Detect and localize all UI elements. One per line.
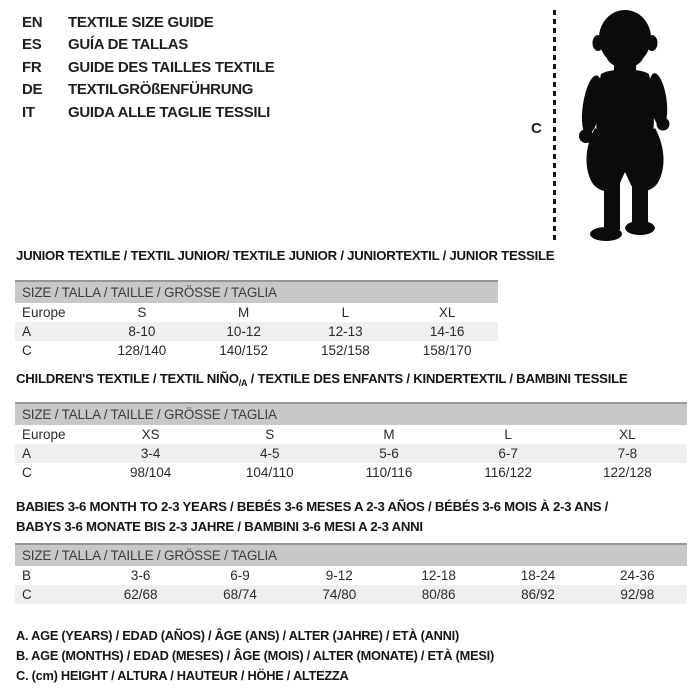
footnote-b: B. AGE (MONTHS) / EDAD (MESES) / ÂGE (MO…: [16, 648, 494, 663]
row-label: A: [15, 444, 91, 463]
cell: 152/158: [320, 343, 370, 358]
language-label: GUIDE DES TAILLES TEXTILE: [68, 58, 275, 76]
cell: 122/128: [602, 465, 652, 480]
size-header-text: SIZE / TALLA / TAILLE / GRÖSSE / TAGLIA: [15, 280, 498, 303]
babies-title-line1: BABIES 3-6 MONTH TO 2-3 YEARS / BEBÉS 3-…: [16, 499, 609, 514]
junior-section-title: JUNIOR TEXTILE / TEXTIL JUNIOR/ TEXTILE …: [16, 248, 555, 263]
language-code: ES: [22, 36, 42, 54]
cell: XL: [619, 427, 636, 442]
children-section-title: CHILDREN'S TEXTILE / TEXTIL NIÑO/A / TEX…: [16, 371, 628, 388]
cell: 116/122: [484, 465, 533, 480]
row-label: Europe: [22, 305, 66, 320]
cell: 80/86: [388, 585, 489, 604]
height-measure-label: C: [531, 120, 542, 137]
cell: 158/170: [422, 343, 472, 358]
table-row-height: C 62/68 68/74 74/80 80/86 86/92 92/98: [15, 585, 687, 604]
language-row-es: ES GUÍA DE TALLAS: [22, 34, 274, 56]
children-size-table: SIZE / TALLA / TAILLE / GRÖSSE / TAGLIA …: [15, 402, 687, 482]
cell: 128/140: [117, 343, 167, 358]
cell: XL: [438, 305, 456, 320]
row-label: C: [15, 585, 91, 604]
row-label: C: [22, 465, 32, 480]
cell: 98/104: [129, 465, 172, 480]
language-row-fr: FR GUIDE DES TAILLES TEXTILE: [22, 57, 275, 79]
height-measure-dotted-line: [553, 10, 556, 244]
row-label: B: [22, 568, 32, 583]
cell: 62/68: [91, 585, 191, 604]
size-header-text: SIZE / TALLA / TAILLE / GRÖSSE / TAGLIA: [15, 402, 687, 425]
language-code: IT: [22, 103, 35, 121]
cell: 9-12: [325, 568, 353, 583]
cell: 24-36: [620, 568, 655, 583]
language-row-de: DE TEXTILGRÖßENFÜHRUNG: [22, 79, 274, 101]
cell: 92/98: [587, 585, 687, 604]
babies-section-title: BABIES 3-6 MONTH TO 2-3 YEARS / BEBÉS 3-…: [16, 497, 608, 537]
cell: XS: [141, 427, 160, 442]
cell: 110/116: [365, 465, 413, 480]
cell: 6-9: [230, 568, 250, 583]
cell: 4-5: [210, 444, 330, 463]
row-label: Europe: [22, 427, 66, 442]
language-label: TEXTILE SIZE GUIDE: [68, 14, 214, 31]
cell: 3-6: [130, 568, 151, 583]
row-label: C: [22, 343, 32, 358]
size-header-text: SIZE / TALLA / TAILLE / GRÖSSE / TAGLIA: [15, 543, 687, 566]
size-header-bar: SIZE / TALLA / TAILLE / GRÖSSE / TAGLIA: [15, 402, 687, 425]
cell: 86/92: [488, 585, 588, 604]
language-label: GUÍA DE TALLAS: [68, 36, 188, 54]
children-title-prefix: CHILDREN'S TEXTILE / TEXTIL NIÑO: [16, 371, 239, 386]
language-label: GUIDA ALLE TAGLIE TESSILI: [68, 103, 270, 121]
cell: 14-16: [396, 322, 498, 341]
row-label: A: [15, 322, 91, 341]
language-row-en: EN TEXTILE SIZE GUIDE: [22, 12, 274, 34]
table-row-age: A 8-10 10-12 12-13 14-16: [15, 322, 498, 341]
cell: M: [383, 427, 395, 442]
cell: 74/80: [289, 585, 389, 604]
cell: M: [238, 305, 250, 320]
cell: 68/74: [190, 585, 290, 604]
language-label: TEXTILGRÖßENFÜHRUNG: [68, 81, 254, 99]
footnote-legend: A. AGE (YEARS) / EDAD (AÑOS) / ÂGE (ANS)…: [16, 626, 494, 686]
language-row-it: IT GUIDA ALLE TAGLIE TESSILI: [22, 102, 274, 124]
table-row-europe: Europe XS S M L XL: [15, 425, 687, 444]
size-header-bar: SIZE / TALLA / TAILLE / GRÖSSE / TAGLIA: [15, 543, 687, 566]
cell: 10-12: [192, 322, 295, 341]
junior-size-table: SIZE / TALLA / TAILLE / GRÖSSE / TAGLIA …: [15, 280, 498, 360]
cell: 8-10: [91, 322, 193, 341]
cell: 6-7: [448, 444, 568, 463]
footnote-c: C. (cm) HEIGHT / ALTURA / HAUTEUR / HÖHE…: [16, 668, 349, 683]
babies-size-table: SIZE / TALLA / TAILLE / GRÖSSE / TAGLIA …: [15, 543, 687, 604]
table-row-height: C 128/140 140/152 152/158 158/170: [15, 341, 498, 360]
babies-title-line2: BABYS 3-6 MONATE BIS 2-3 JAHRE / BAMBINI…: [16, 519, 423, 534]
language-code: EN: [22, 14, 43, 31]
language-code: DE: [22, 81, 43, 99]
cell: 12-18: [421, 568, 456, 583]
toddler-silhouette-icon: [579, 10, 670, 241]
cell: 5-6: [329, 444, 449, 463]
footnote-a: A. AGE (YEARS) / EDAD (AÑOS) / ÂGE (ANS)…: [16, 628, 459, 643]
cell: 104/110: [245, 465, 294, 480]
cell: 7-8: [567, 444, 687, 463]
children-title-suffix: / TEXTILE DES ENFANTS / KINDERTEXTIL / B…: [247, 371, 628, 386]
table-row-europe: Europe S M L XL: [15, 303, 498, 322]
table-row-height: C 98/104 104/110 110/116 116/122 122/128: [15, 463, 687, 482]
cell: S: [137, 305, 147, 320]
cell: 18-24: [520, 568, 556, 583]
children-title-subscript: /A: [238, 378, 248, 388]
cell: S: [265, 427, 275, 442]
language-code: FR: [22, 58, 42, 76]
cell: L: [504, 427, 512, 442]
cell: 12-13: [294, 322, 397, 341]
size-header-bar: SIZE / TALLA / TAILLE / GRÖSSE / TAGLIA: [15, 280, 498, 303]
table-row-age: A 3-4 4-5 5-6 6-7 7-8: [15, 444, 687, 463]
child-height-figure: C: [525, 8, 695, 250]
cell: 140/152: [219, 343, 269, 358]
table-row-months: B 3-6 6-9 9-12 12-18 18-24 24-36: [15, 566, 687, 585]
language-title-list: EN TEXTILE SIZE GUIDE ES GUÍA DE TALLAS FR…: [22, 12, 275, 124]
cell: L: [341, 305, 350, 320]
cell: 3-4: [91, 444, 211, 463]
